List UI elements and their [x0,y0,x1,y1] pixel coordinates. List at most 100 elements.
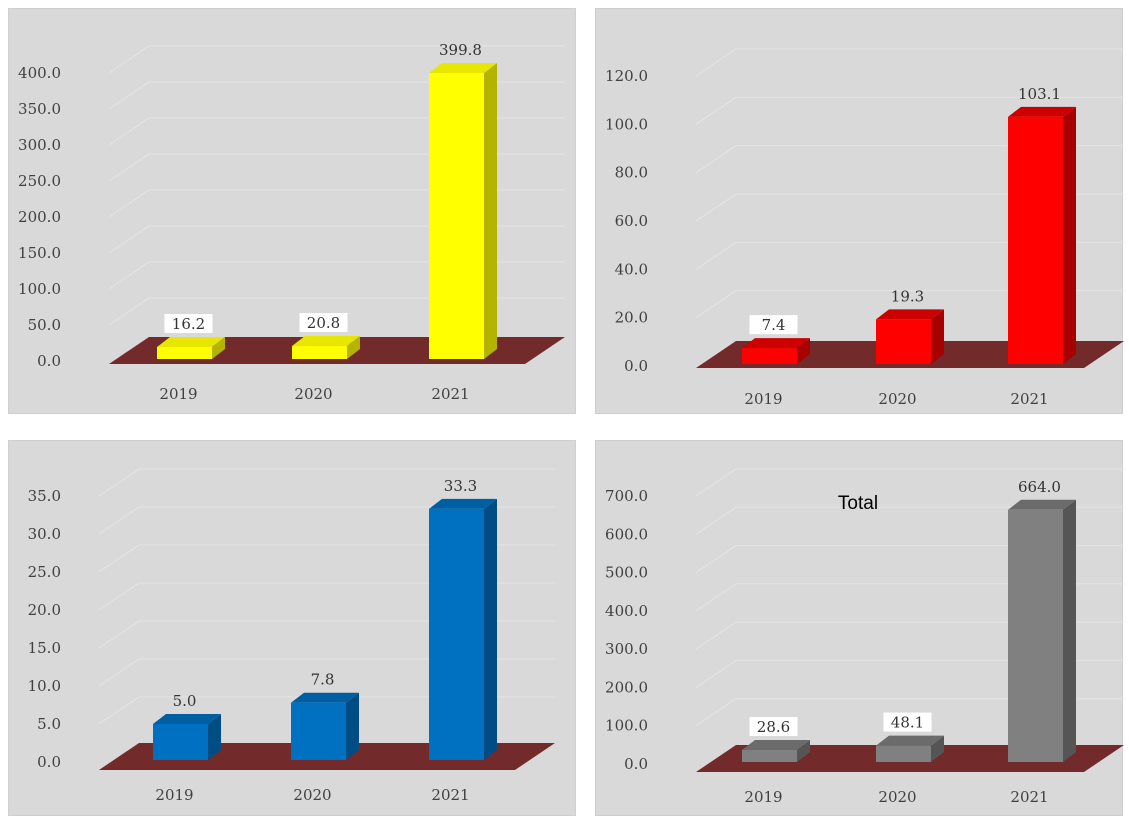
chart-1-gridline [108,261,565,290]
chart-1-gridline [108,153,565,182]
chart-2-data-label: 103.1 [1018,85,1061,103]
chart-4-y-tick-label: 400.0 [605,602,648,620]
chart-4-bar-front [742,750,797,762]
chart-1-bar-front [292,346,347,359]
chart-1-bar-2020 [292,336,360,359]
chart-2-y-tick-label: 0.0 [624,357,648,375]
chart-4-bar-2021 [1008,499,1076,762]
chart-4-bar-2019 [742,740,810,762]
chart-3-bar-front [291,702,346,760]
chart-4-gridline [695,506,1124,535]
chart-3-y-tick-label: 0.0 [37,753,61,771]
chart-4-data-label: 28.6 [757,718,790,736]
chart-4-bar-side [1063,499,1076,762]
chart-1-gridline [108,81,565,110]
chart-1-bar-top [429,63,497,74]
chart-1-y-tick-label: 250.0 [18,172,61,190]
chart-1-data-label-bg [299,313,348,333]
chart-2-bar-top [876,309,944,320]
chart-3-data-label: 5.0 [173,692,197,710]
chart-2-bar-front [742,348,797,364]
chart-2-x-tick-label: 2021 [1010,390,1048,408]
chart-1-x-tick-label: 2020 [294,385,332,403]
chart-4-y-tick-label: 0.0 [624,755,648,773]
chart-1-gridline [108,297,565,326]
chart-3-gridline [98,468,555,497]
chart-3-x-tick-label: 2020 [293,786,331,804]
chart-4-bar-front [876,745,931,762]
chart-4-gridline [695,545,1124,573]
chart-4-y-tick-label: 200.0 [605,678,648,696]
chart-2-gridline [695,193,1124,222]
chart-panel-4: 0.0 100.0 200.0 300.0 400.0 500.0 600.0 700.0 To… [595,440,1124,816]
chart-2-y-tick-label: 40.0 [615,260,648,278]
chart-2-gridline [695,48,1124,77]
chart-1-data-label-bg [164,314,213,333]
chart-4-x-tick-label: 2021 [1010,788,1048,806]
chart-4-bar-side [797,740,810,762]
chart-1-gridline [108,225,565,254]
chart-4-bar-front [1008,509,1063,762]
chart-4-data-label: 664.0 [1018,478,1061,496]
chart-4-gridline [695,621,1124,650]
chart-4-gridline [695,698,1124,727]
chart-3-bar-top [429,498,497,509]
chart-3-bar-front [429,508,484,760]
chart-1-bar-front [429,73,484,360]
chart-4-bar-2020 [876,735,944,762]
chart-1-y-tick-label: 100.0 [18,280,61,298]
chart-2-bar-front [876,319,931,364]
chart-3-svg: 0.0 5.0 10.0 15.0 20.0 25.0 30.0 35.0 5.0 2019 7.8… [28,468,555,804]
chart-3-bar-side [484,498,497,760]
chart-3-gridline [98,658,555,687]
chart-4-gridline [695,659,1124,688]
chart-2-gridline [695,145,1124,174]
chart-1-bar-front [157,347,212,359]
chart-2-y-tick-label: 80.0 [615,164,648,182]
chart-3-x-tick-label: 2019 [155,786,193,804]
chart-1-bar-top [157,337,225,347]
chart-3-bar-side [208,714,221,760]
chart-1-gridline [108,189,565,218]
chart-4-y-tick-label: 700.0 [605,487,648,505]
chart-3-y-tick-label: 20.0 [28,601,61,619]
chart-2-y-tick-label: 60.0 [615,212,648,230]
chart-3-bar-front [153,724,208,760]
chart-3-bar-side [346,692,359,760]
chart-4-bar-side [931,735,944,762]
chart-4-gridline [695,583,1124,612]
chart-4-data-label: 48.1 [891,714,924,732]
chart-3-gridline [98,544,555,573]
chart-4-title: Total [838,493,878,514]
chart-2-bar-front [1008,116,1063,364]
chart-3-y-tick-label: 25.0 [28,563,61,581]
chart-2-bar-side [797,338,810,364]
chart-4-data-label-bg [883,712,932,732]
chart-2-bar-2019 [742,338,810,364]
chart-4-y-tick-label: 100.0 [605,717,648,735]
chart-3-bar-2019 [153,714,221,760]
chart-1-y-tick-label: 200.0 [18,208,61,226]
chart-4-x-tick-label: 2020 [878,788,916,806]
chart-1-data-label: 399.8 [439,41,482,59]
chart-2-svg: 0.0 20.0 40.0 60.0 80.0 100.0 120.0 7.4 2019 19.3… [605,48,1124,408]
chart-2-y-tick-label: 100.0 [605,115,648,133]
chart-1-y-tick-label: 0.0 [37,352,61,370]
chart-2-x-tick-label: 2020 [878,390,916,408]
chart-1-y-tick-label: 300.0 [18,136,61,154]
chart-2-bar-side [931,309,944,364]
chart-1-y-tick-label: 400.0 [18,64,61,82]
chart-1-x-tick-label: 2021 [431,385,469,403]
chart-2-bar-side [1063,106,1076,364]
chart-4-bar-top [1008,499,1076,510]
chart-1-svg: 0.0 50.0 100.0 150.0 200.0 250.0 300.0 350.0 400… [18,41,565,403]
chart-4-data-label-bg [749,717,798,736]
chart-4-gridline [695,468,1124,497]
chart-3-y-tick-label: 10.0 [28,677,61,695]
chart-3-gridline [98,696,555,725]
chart-1-gridline [108,117,565,146]
chart-2-gridline [695,241,1124,270]
chart-1-data-label: 16.2 [172,315,205,333]
chart-3-bar-2021 [429,498,497,760]
chart-panel-3: 0.0 5.0 10.0 15.0 20.0 25.0 30.0 35.0 5.0 2019 7.8… [8,440,576,816]
